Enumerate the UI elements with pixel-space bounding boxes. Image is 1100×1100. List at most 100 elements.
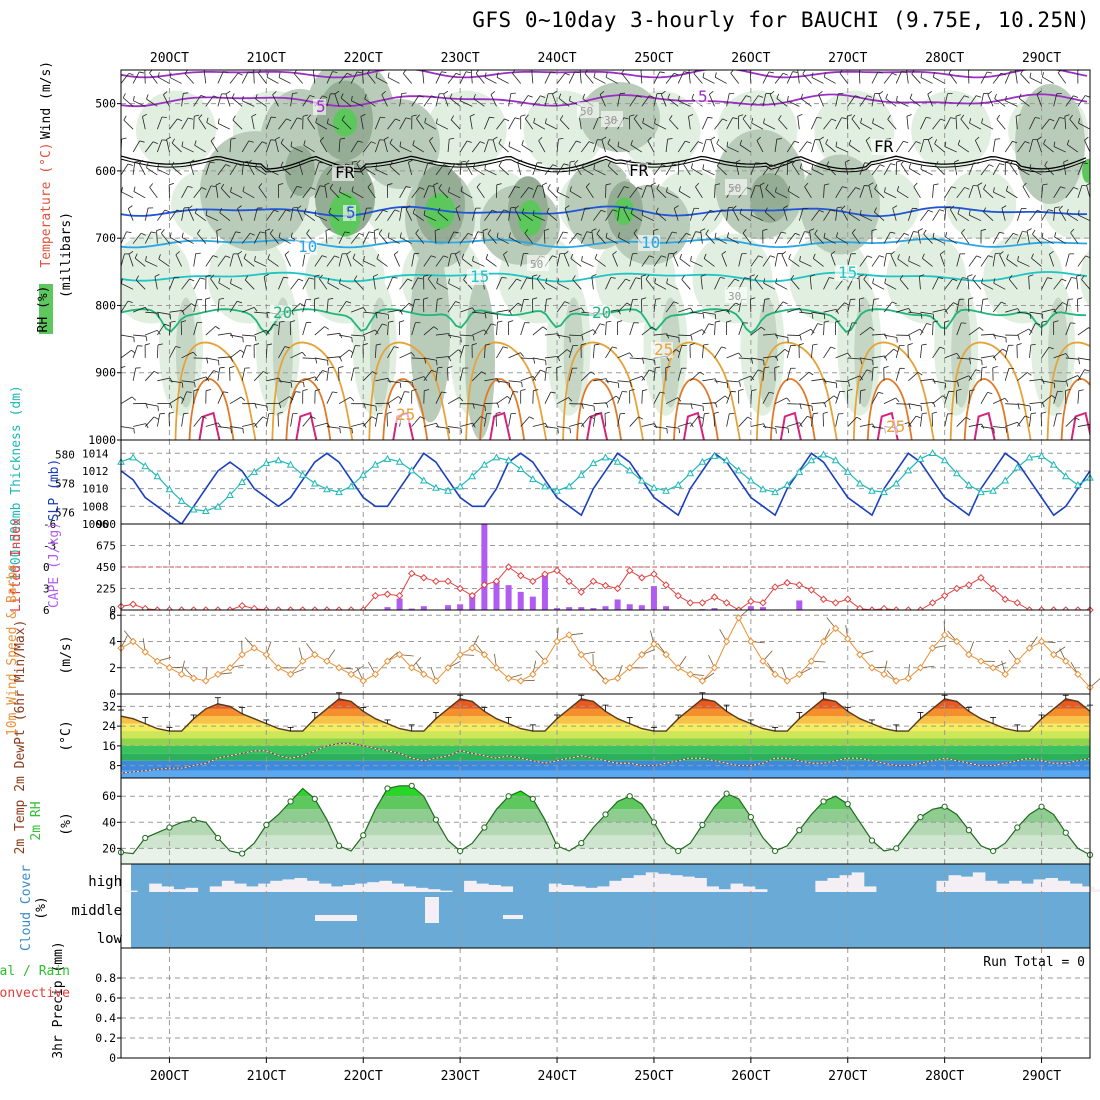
wind-barb-flag — [455, 251, 460, 255]
wind-barb-flag — [299, 303, 305, 307]
wind-barb-flag — [630, 208, 634, 214]
wind-barb-flag — [195, 252, 201, 255]
wind-barb — [314, 162, 320, 176]
wind-barb — [1063, 162, 1067, 176]
wind-barb — [653, 333, 667, 336]
wind-barb — [653, 93, 658, 107]
wind-speed-point — [795, 670, 804, 679]
wind-barb — [181, 351, 194, 359]
wind-barb — [290, 391, 296, 404]
wind-barb-flag — [975, 369, 981, 372]
wind-barb — [596, 233, 606, 244]
wind-barb-flag — [1057, 70, 1062, 74]
wind-barb — [774, 349, 786, 359]
wind-barb — [980, 367, 983, 381]
isotherm-30 — [963, 378, 1010, 440]
wind-barb-flag — [612, 209, 618, 212]
wind-barb — [944, 93, 948, 107]
wind-barb — [423, 255, 432, 267]
wind-barb-flag — [382, 323, 388, 326]
wind-barb-flag — [874, 207, 877, 213]
wind-barb-flag — [721, 209, 727, 212]
wind-barb — [1004, 71, 1011, 84]
contour-label: FR — [335, 163, 355, 182]
contour-label-bg — [313, 99, 326, 115]
wind-barb — [459, 71, 467, 84]
wind-speed-point — [892, 677, 900, 685]
wind-barb — [1031, 257, 1042, 267]
wind-barb — [1053, 93, 1058, 107]
wind-barb-flag — [1071, 277, 1077, 279]
wind-barb — [210, 278, 219, 290]
wind-barb-flag — [327, 277, 330, 283]
wind-barb — [205, 422, 219, 427]
wind-barb-flag — [700, 274, 706, 277]
wind-barb-flag — [550, 391, 556, 394]
wind-barb — [315, 122, 328, 130]
wind-barb — [859, 423, 873, 427]
wind-barb — [314, 370, 323, 382]
wind-barb-flag — [351, 428, 353, 434]
wind-barb-flag — [756, 136, 761, 141]
cape-bar — [493, 582, 500, 610]
wind-barb-flag — [490, 323, 496, 326]
wind-speed-point — [444, 664, 452, 672]
thickness-point — [250, 467, 259, 475]
wind-barb-flag — [303, 382, 305, 388]
y-tick-label: 800 — [95, 298, 116, 312]
wind-barb — [1041, 118, 1050, 130]
wind-barb — [121, 396, 133, 405]
rh2m-point — [699, 821, 706, 829]
wind-barb-flag — [557, 278, 560, 284]
wind-barb — [121, 220, 122, 221]
wind-speed-point — [989, 664, 997, 672]
wind-barb — [532, 369, 541, 382]
cloud-high-gap — [645, 872, 659, 892]
wind-barb — [121, 300, 129, 313]
cape-bar — [590, 608, 597, 610]
wind-barb — [484, 311, 498, 315]
wind-barb-flag — [908, 404, 911, 410]
wind-barb-flag — [580, 343, 586, 346]
wind-barb — [980, 392, 988, 404]
wind-barb-flag — [128, 251, 134, 255]
thickness-point — [625, 466, 634, 474]
wind-barb — [702, 378, 716, 382]
wind-barb-flag — [266, 164, 268, 170]
wind-barb-flag — [476, 183, 481, 188]
wind-barb-flag — [225, 255, 231, 259]
wind-barb — [508, 117, 516, 130]
cloud-mid-gap — [315, 915, 357, 921]
contour-label-bg — [589, 305, 611, 321]
li-tick-label: -6 — [43, 518, 56, 531]
wind-barb — [496, 209, 504, 221]
wind-barb-flag — [279, 320, 285, 323]
wind-barb — [146, 167, 158, 176]
wind-barb — [338, 334, 352, 338]
wind-barb — [231, 97, 243, 107]
y-axis-labels: RH (%)Temperature (°C)Wind (m/s)(milliba… — [0, 61, 74, 1059]
wind-barb — [302, 299, 307, 313]
wind-barb-flag — [201, 187, 207, 190]
wind-barb — [447, 397, 460, 405]
wind-barb-flag — [326, 118, 329, 124]
wind-barb — [871, 164, 881, 176]
wind-barb — [871, 367, 874, 381]
wind-barb-flag — [181, 320, 187, 323]
wind-barb — [927, 139, 933, 153]
wind-barb-flag — [230, 137, 236, 140]
wind-barb-flag — [219, 366, 225, 369]
wind-barb — [423, 95, 432, 107]
wind-barb-flag — [536, 274, 541, 280]
wind-barb — [393, 254, 400, 267]
wind-barb — [181, 413, 184, 427]
wind-barb — [1005, 100, 1018, 107]
wind-barb — [556, 231, 564, 244]
y-tick-label: 24 — [102, 719, 116, 733]
wind-barb-flag — [186, 391, 192, 393]
wind-barb-flag — [177, 118, 183, 122]
wind-barb-flag — [1091, 424, 1093, 429]
wind-barb-flag — [496, 402, 500, 408]
wind-barb-flag — [569, 160, 576, 163]
